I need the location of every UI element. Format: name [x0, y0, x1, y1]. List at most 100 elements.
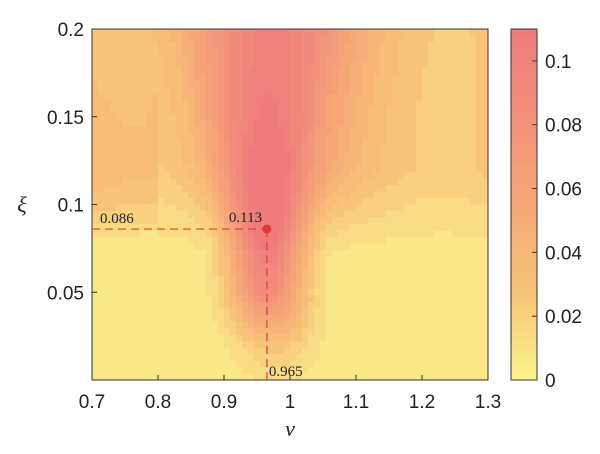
heat-cell: [374, 263, 381, 271]
heat-cell: [374, 107, 381, 115]
heat-cell: [284, 87, 291, 95]
heat-cell: [170, 302, 177, 310]
heat-cell: [410, 328, 417, 336]
heat-cell: [422, 256, 429, 264]
heat-cell: [326, 302, 333, 310]
heat-cell: [332, 224, 339, 232]
heat-cell: [392, 68, 399, 76]
heat-cell: [206, 74, 213, 82]
heat-cell: [314, 230, 321, 238]
heat-cell: [434, 120, 441, 128]
heat-cell: [380, 263, 387, 271]
heat-cell: [440, 185, 447, 193]
heat-cell: [368, 152, 375, 160]
heat-cell: [338, 289, 345, 297]
heat-cell: [308, 55, 315, 63]
heat-cell: [272, 74, 279, 82]
heat-cell: [416, 360, 423, 368]
heat-cell: [338, 29, 345, 37]
heat-cell: [260, 107, 267, 115]
heat-cell: [122, 302, 129, 310]
heat-cell: [434, 74, 441, 82]
heat-cell: [362, 42, 369, 50]
heat-cell: [104, 321, 111, 329]
heat-cell: [476, 35, 483, 43]
heat-cell: [386, 243, 393, 251]
heat-cell: [188, 133, 195, 141]
heat-cell: [176, 198, 183, 206]
heat-cell: [326, 61, 333, 69]
heat-cell: [464, 68, 471, 76]
heat-cell: [284, 237, 291, 245]
heat-cell: [326, 146, 333, 154]
heat-cell: [128, 94, 135, 102]
heat-cell: [464, 198, 471, 206]
heat-cell: [164, 94, 171, 102]
heat-cell: [134, 178, 141, 186]
heat-cell: [392, 354, 399, 362]
heat-cell: [428, 243, 435, 251]
heat-cell: [272, 211, 279, 219]
heat-cell: [338, 347, 345, 355]
heat-cell: [446, 42, 453, 50]
heat-cell: [320, 204, 327, 212]
heat-cell: [464, 204, 471, 212]
heat-cell: [194, 308, 201, 316]
heat-cell: [308, 295, 315, 303]
heat-cell: [470, 139, 477, 147]
heat-cell: [482, 334, 488, 342]
heat-cell: [482, 191, 488, 199]
heat-cell: [134, 321, 141, 329]
heat-cell: [140, 360, 147, 368]
heat-cell: [470, 198, 477, 206]
heat-cell: [332, 256, 339, 264]
heat-cell: [176, 354, 183, 362]
heat-cell: [116, 159, 123, 167]
heat-cell: [122, 334, 129, 342]
heat-cell: [362, 107, 369, 115]
heat-cell: [206, 269, 213, 277]
heat-cell: [440, 87, 447, 95]
heat-cell: [104, 133, 111, 141]
heat-cell: [290, 230, 297, 238]
heat-cell: [380, 61, 387, 69]
heat-cell: [266, 29, 273, 37]
heat-cell: [404, 367, 411, 375]
heat-cell: [422, 172, 429, 180]
heat-cell: [158, 126, 165, 134]
heat-cell: [254, 107, 261, 115]
heat-cell: [332, 315, 339, 323]
heat-cell: [392, 29, 399, 37]
heat-cell: [290, 100, 297, 108]
heat-cell: [254, 367, 261, 375]
heat-cell: [380, 87, 387, 95]
heat-cell: [434, 243, 441, 251]
heat-cell: [260, 159, 267, 167]
heat-cell: [188, 87, 195, 95]
heat-cell: [218, 302, 225, 310]
heat-cell: [386, 302, 393, 310]
heat-cell: [332, 289, 339, 297]
heat-cell: [170, 237, 177, 245]
heat-cell: [230, 256, 237, 264]
heat-cell: [350, 289, 357, 297]
heat-cell: [98, 354, 105, 362]
heat-cell: [470, 178, 477, 186]
heat-cell: [206, 230, 213, 238]
heat-cell: [212, 113, 219, 121]
heat-cell: [440, 347, 447, 355]
heat-cell: [302, 198, 309, 206]
heat-cell: [242, 321, 249, 329]
heat-cell: [452, 139, 459, 147]
heat-cell: [350, 269, 357, 277]
heat-cell: [110, 178, 117, 186]
heat-cell: [452, 315, 459, 323]
heat-cell: [176, 61, 183, 69]
heat-cell: [428, 367, 435, 375]
heat-cell: [446, 61, 453, 69]
heat-cell: [284, 373, 291, 380]
heat-cell: [422, 113, 429, 121]
heat-cell: [242, 139, 249, 147]
heat-cell: [452, 61, 459, 69]
heat-cell: [158, 224, 165, 232]
